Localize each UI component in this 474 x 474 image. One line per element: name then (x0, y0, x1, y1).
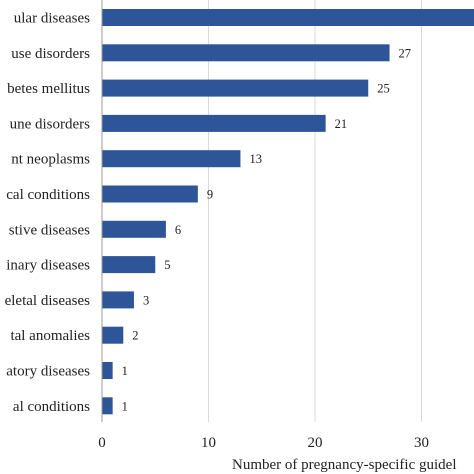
data-label: 6 (175, 223, 181, 237)
gridlines (208, 0, 422, 422)
category-label: eletal diseases (5, 293, 91, 309)
bar (102, 362, 113, 379)
data-label: 21 (335, 117, 348, 131)
bar (102, 44, 390, 62)
category-label: ular diseases (14, 11, 90, 27)
category-label: use disorders (11, 46, 90, 62)
x-axis-title: Number of pregnancy-specific guidel (232, 457, 457, 473)
bar (102, 185, 198, 203)
bar (102, 150, 241, 168)
data-label: 9 (207, 188, 213, 202)
bar (102, 397, 113, 415)
data-label: 1 (122, 399, 128, 413)
category-labels: ular diseases use disorders betes mellitus… (5, 11, 91, 415)
bar (102, 256, 156, 274)
bar (102, 220, 166, 238)
category-label: inary diseases (6, 258, 90, 274)
category-label: betes mellitus (7, 81, 90, 97)
bars (102, 9, 474, 415)
x-tick-label: 20 (308, 435, 323, 451)
bar (102, 114, 326, 132)
data-label: 5 (164, 258, 170, 272)
data-label: 25 (377, 82, 390, 96)
bar (102, 79, 369, 97)
category-label: nt neoplasms (11, 152, 90, 168)
category-label: cal conditions (6, 187, 90, 203)
data-label: 27 (399, 46, 412, 60)
category-label: stive diseases (9, 222, 90, 238)
x-tick-label: 10 (201, 435, 216, 451)
category-label: tal anomalies (10, 328, 90, 344)
category-label: al conditions (13, 399, 90, 415)
x-tick-label: 0 (98, 435, 106, 451)
category-label: atory diseases (6, 364, 90, 380)
bar (102, 9, 474, 26)
bar (102, 326, 124, 344)
data-label: 13 (249, 152, 262, 166)
data-label: 3 (143, 293, 149, 307)
data-label: 1 (122, 364, 128, 378)
x-tick-labels: 0 10 20 30 (98, 435, 429, 451)
data-label: 2 (132, 329, 138, 343)
x-tick-label: 30 (414, 435, 429, 451)
category-label: une disorders (10, 116, 91, 132)
bar (102, 291, 134, 309)
